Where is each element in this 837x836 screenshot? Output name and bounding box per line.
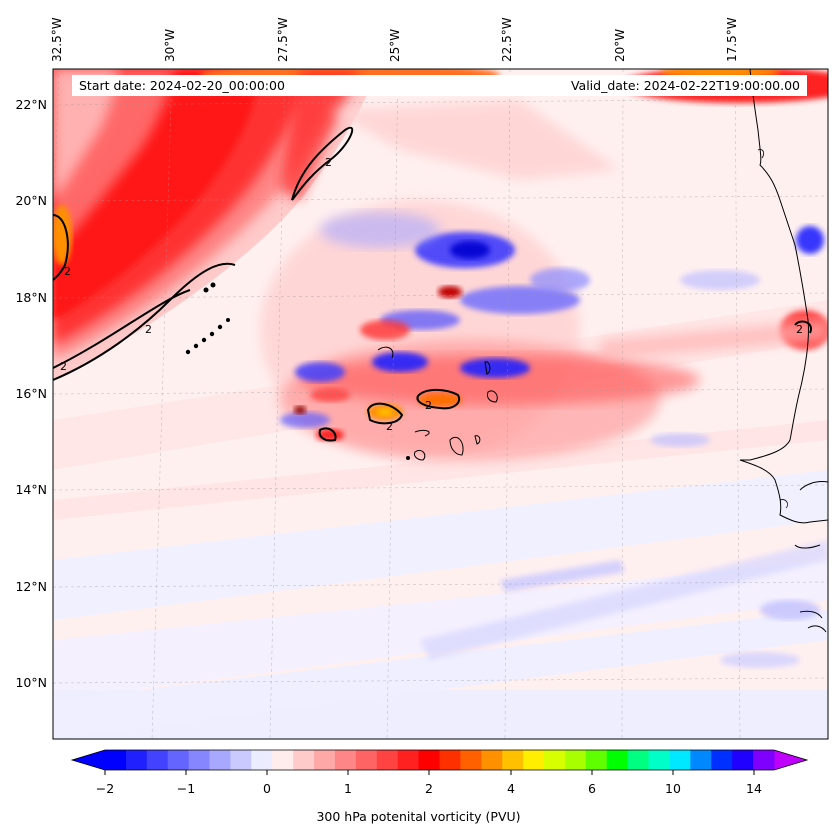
- colorbar-tick-label: 6: [588, 781, 596, 796]
- colorbar-cell: [711, 750, 733, 770]
- contour-labels: 2 2 2 2 2 2 2: [60, 156, 803, 433]
- colorbar-cell: [753, 750, 775, 770]
- coastline: [739, 69, 828, 633]
- colorbar-cell: [732, 750, 754, 770]
- colorbar-cell: [188, 750, 211, 770]
- colorbar-cell: [544, 750, 566, 770]
- latitude-label: 22°N: [15, 97, 47, 112]
- colorbar-cell: [251, 750, 273, 770]
- colorbar-tick-label: 0: [263, 781, 271, 796]
- colorbar-title: 300 hPa potenital vorticity (PVU): [316, 809, 521, 824]
- longitude-label: 22.5°W: [500, 17, 514, 62]
- latitude-label: 10°N: [15, 675, 47, 690]
- colorbar-cell: [564, 750, 587, 770]
- colorbar-tick-label: −1: [176, 781, 196, 796]
- colorbar-cell: [481, 750, 503, 770]
- colorbar-cell: [146, 750, 169, 770]
- longitude-label: 27.5°W: [276, 17, 290, 62]
- colorbar-cell: [293, 750, 315, 770]
- colorbar-tick-label: −2: [95, 781, 115, 796]
- colorbar-cell: [439, 750, 462, 770]
- colorbar-cell: [606, 750, 629, 770]
- colorbar-cell: [125, 750, 148, 770]
- colorbar-cell: [669, 750, 691, 770]
- pv-minor-contours: [377, 346, 498, 461]
- colorbar-cell: [627, 750, 650, 770]
- longitude-label: 25°W: [388, 28, 402, 62]
- latitude-label: 20°N: [15, 193, 47, 208]
- colorbar-tick-label: 1: [344, 781, 352, 796]
- colorbar-tick-label: 2: [425, 781, 433, 796]
- colorbar-tick-label: 10: [665, 781, 681, 796]
- colorbar-cell: [167, 750, 190, 770]
- colorbar-under-arrow: [72, 750, 105, 770]
- colorbar-cell: [209, 750, 232, 770]
- longitude-label: 30°W: [163, 28, 177, 62]
- colorbar-cell: [105, 750, 127, 770]
- contour-label: 2: [60, 360, 67, 373]
- contour-label: 2: [425, 399, 432, 412]
- latitude-label: 14°N: [15, 482, 47, 497]
- colorbar-cell: [690, 750, 712, 770]
- colorbar-cell: [397, 750, 420, 770]
- map-frame: [52, 68, 829, 740]
- date-info-bar: Start date: 2024-02-20_00:00:00 Valid_da…: [72, 75, 807, 96]
- graticule: [53, 69, 828, 739]
- contour-label: 2: [145, 323, 152, 336]
- contour-label: 2: [796, 323, 803, 336]
- colorbar-cell: [648, 750, 671, 770]
- colorbar-cell: [272, 750, 294, 770]
- longitude-label: 20°W: [613, 28, 627, 62]
- colorbar-cell: [355, 750, 378, 770]
- colorbar-cell: [314, 750, 336, 770]
- start-date-label: Start date: 2024-02-20_00:00:00: [79, 78, 285, 93]
- pv-2-contours: [53, 126, 812, 442]
- colorbar-cell: [376, 750, 399, 770]
- colorbar-cell: [502, 750, 524, 770]
- contour-label: 2: [325, 156, 332, 169]
- colorbar-tick-label: 4: [507, 781, 515, 796]
- pv-field: 2 2 2 2 2 2 2: [53, 69, 828, 739]
- contour-label: 2: [386, 420, 393, 433]
- colorbar: [70, 749, 809, 775]
- colorbar-cell: [418, 750, 441, 770]
- colorbar-over-arrow: [774, 750, 807, 770]
- latitude-label: 12°N: [15, 579, 47, 594]
- colorbar-cell: [334, 750, 357, 770]
- longitude-label: 32.5°W: [50, 17, 64, 62]
- contour-label: 2: [64, 265, 71, 278]
- latitude-label: 18°N: [15, 290, 47, 305]
- valid-date-label: Valid_date: 2024-02-22T19:00:00.00: [570, 78, 800, 93]
- colorbar-cell: [460, 750, 482, 770]
- colorbar-cell: [230, 750, 252, 770]
- longitude-label: 17.5°W: [725, 17, 739, 62]
- pv-contour-dots: [185, 282, 410, 460]
- colorbar-cell: [585, 750, 608, 770]
- colorbar-cell: [523, 750, 545, 770]
- colorbar-tick-label: 14: [746, 781, 762, 796]
- latitude-label: 16°N: [15, 386, 47, 401]
